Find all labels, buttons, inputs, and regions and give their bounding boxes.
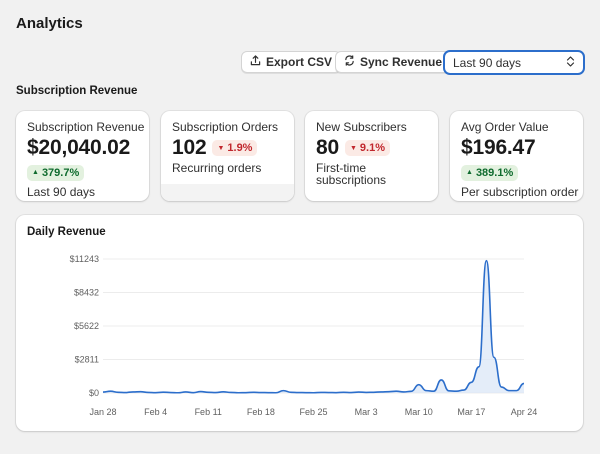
y-tick-label: $2811 xyxy=(75,354,99,364)
metric-label: New Subscribers xyxy=(316,120,407,134)
metric-value: 80 xyxy=(316,136,339,159)
x-tick-label: Mar 10 xyxy=(405,407,433,417)
x-tick-label: Jan 28 xyxy=(89,407,116,417)
metric-change-badge: ▲ 379.7% xyxy=(27,164,85,181)
export-csv-label: Export CSV xyxy=(266,55,333,69)
x-tick-label: Apr 24 xyxy=(511,407,538,417)
metric-change-badge: ▲ 389.1% xyxy=(461,164,519,181)
sync-icon xyxy=(344,55,355,69)
metric-sub: Recurring orders xyxy=(172,161,262,175)
y-tick-label: $8432 xyxy=(74,288,99,298)
series-line xyxy=(102,259,525,394)
x-tick-label: Feb 18 xyxy=(247,407,275,417)
chevron-up-down-icon xyxy=(566,55,575,70)
page-title: Analytics xyxy=(16,15,83,32)
date-range-value: Last 90 days xyxy=(453,55,522,70)
triangle-down-icon: ▼ xyxy=(349,144,357,152)
y-tick-label: $0 xyxy=(89,388,99,398)
metric-change-badge: ▼ 1.9% xyxy=(212,140,258,156)
x-tick-label: Mar 3 xyxy=(355,407,378,417)
metric-value: 102 xyxy=(172,136,207,159)
metric-card-new-subscribers: New Subscribers 80 ▼ 9.1% First-time sub… xyxy=(305,111,438,201)
daily-revenue-card: Daily Revenue $0 $2811 $5622 $8432 $11243 Jan… xyxy=(16,215,583,431)
metric-card-avg-order-value: Avg Order Value $196.47 ▲ 389.1% Per sub… xyxy=(450,111,583,201)
chart-title: Daily Revenue xyxy=(27,226,106,238)
metric-label: Subscription Revenue xyxy=(27,120,145,134)
metric-change-value: 389.1% xyxy=(475,166,514,179)
metric-sub: First-time subscriptions xyxy=(316,161,387,187)
metric-label: Avg Order Value xyxy=(461,120,549,134)
metric-sub: Last 90 days xyxy=(27,184,96,199)
metric-value: $196.47 xyxy=(461,136,536,159)
sync-revenue-button[interactable]: Sync Revenue xyxy=(335,51,452,73)
y-tick-label: $11243 xyxy=(70,254,99,264)
metric-sub: Per subscription order xyxy=(461,184,579,199)
triangle-up-icon: ▲ xyxy=(466,169,473,176)
section-title: Subscription Revenue xyxy=(16,85,138,97)
export-csv-button[interactable]: Export CSV xyxy=(241,51,342,73)
metric-change-value: 9.1% xyxy=(359,142,385,154)
sync-revenue-label: Sync Revenue xyxy=(360,55,443,69)
y-tick-label: $5622 xyxy=(74,321,99,331)
series-area xyxy=(103,260,524,393)
x-tick-label: Mar 17 xyxy=(457,407,485,417)
metric-change-badge: ▼ 9.1% xyxy=(344,140,390,156)
metric-change-value: 379.7% xyxy=(41,166,80,179)
card-footer xyxy=(161,184,294,201)
date-range-select[interactable]: Last 90 days xyxy=(443,50,585,75)
triangle-down-icon: ▼ xyxy=(217,144,225,152)
x-tick-label: Feb 4 xyxy=(144,407,167,417)
x-tick-label: Feb 25 xyxy=(299,407,327,417)
toolbar: Export CSV Sync Revenue Last 90 days xyxy=(0,50,600,75)
metric-card-subscription-orders: Subscription Orders 102 ▼ 1.9% Recurring… xyxy=(161,111,294,201)
metric-value: $20,040.02 xyxy=(27,136,131,159)
triangle-up-icon: ▲ xyxy=(32,169,39,176)
x-tick-label: Feb 11 xyxy=(195,407,222,417)
metric-label: Subscription Orders xyxy=(172,120,279,134)
daily-revenue-chart: $0 $2811 $5622 $8432 $11243 Jan 28 Feb 4 Feb 11… xyxy=(70,254,538,417)
metric-card-subscription-revenue: Subscription Revenue $20,040.02 ▲ 379.7%… xyxy=(16,111,149,201)
export-icon xyxy=(250,55,261,69)
metric-change-value: 1.9% xyxy=(227,142,253,154)
